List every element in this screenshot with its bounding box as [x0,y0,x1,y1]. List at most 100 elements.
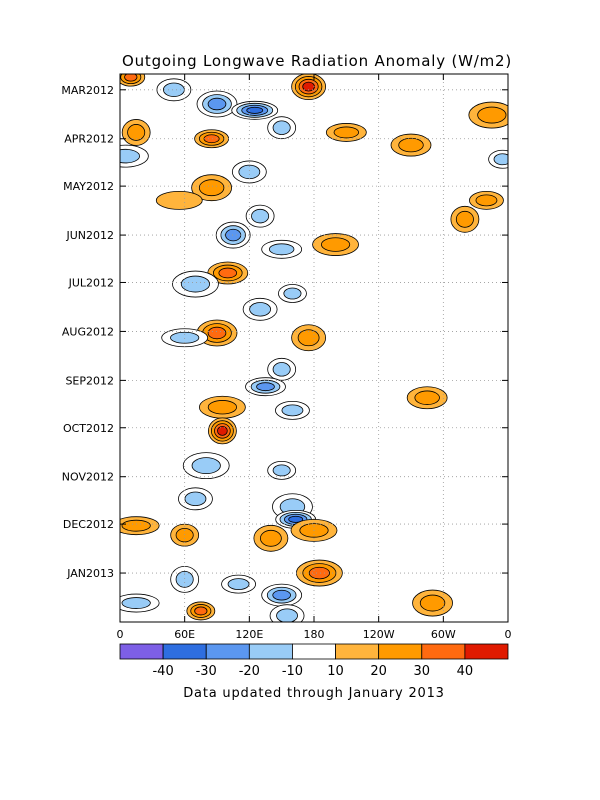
contour-level [259,529,282,547]
contour-level [272,362,291,377]
contour-level [297,329,320,347]
y-tick-label: MAY2012 [63,180,114,193]
y-tick-label: MAR2012 [61,84,114,97]
negative-anomaly-contour [231,100,279,120]
positive-anomaly-contour [450,205,480,233]
colorbar-swatch [205,643,250,660]
positive-anomaly-contour [291,74,327,101]
contour-level [281,404,304,417]
positive-anomaly-contour [186,601,216,621]
contour-level [175,570,194,588]
negative-anomaly-contour [172,270,219,298]
colorbar-swatch [162,643,207,660]
contour-level [302,81,315,92]
colorbar-label: 10 [327,664,344,679]
colorbar-label: -30 [196,664,217,679]
contour-level [238,164,261,180]
data-updated-footer: Data updated through January 2013 [183,686,444,701]
contour-level [419,594,446,612]
contour-level [455,210,474,228]
contour-level [127,124,146,141]
contour-level [155,190,203,210]
positive-anomaly-contour [207,261,249,285]
colorbar-label: 30 [414,664,431,679]
plot-area [119,73,509,623]
contour-level [207,400,237,415]
negative-anomaly-contour [120,144,149,168]
negative-anomaly-contour [196,90,238,118]
negative-anomaly-contour [278,284,307,303]
colorbar-swatch [248,643,293,660]
contour-level [124,74,138,82]
negative-anomaly-contour [245,204,275,228]
contour-level [249,302,272,317]
contour-level [175,527,194,543]
contour-level [121,519,151,532]
negative-anomaly-contour [156,78,192,102]
colorbar-label: 40 [457,664,474,679]
contour-level [184,491,207,507]
positive-anomaly-contour [469,190,504,210]
contour-level [256,382,275,392]
y-tick-label: APR2012 [64,133,114,146]
colorbar-swatch [421,643,466,660]
contour-level [333,126,360,139]
contour-level [320,237,351,252]
contour-level [207,97,227,111]
negative-anomaly-contour [221,574,256,594]
contour-level [288,515,304,523]
colorbar-label: -20 [239,664,260,679]
contour-level [120,148,140,164]
positive-anomaly-contour [194,129,230,149]
contour-level [180,275,211,293]
contour-level [170,331,200,344]
negative-anomaly-contour [231,160,267,184]
negative-anomaly-contour [245,377,286,397]
contour-level [121,597,151,609]
colorbar: -40 -30 -20 -10 10 20 30 40 [119,643,509,679]
x-tick-label: 0 [505,628,512,641]
contour-level [475,194,498,207]
colorbar-swatch [378,643,423,660]
positive-anomaly-contour [196,319,238,347]
positive-anomaly-contour [155,190,203,210]
chart-title: Outgoing Longwave Radiation Anomaly (W/m… [122,52,512,70]
anomaly-contours [120,74,508,622]
negative-anomaly-contour [267,357,297,381]
positive-anomaly-contour [253,524,289,552]
grid [120,74,508,622]
positive-anomaly-contour [406,386,448,410]
contour-level [218,267,238,279]
positive-anomaly-contour [291,324,327,352]
colorbar-swatch [292,643,336,660]
negative-anomaly-contour [267,116,297,140]
contour-level [493,153,508,166]
contour-level [207,326,227,340]
negative-anomaly-contour [488,149,508,169]
contour-level [283,287,302,300]
positive-anomaly-contour [121,119,151,146]
contour-level [251,208,270,224]
contour-level [272,589,291,601]
x-tick-label: 120E [235,628,263,641]
contour-level [268,243,295,256]
colorbar-label: -40 [152,664,173,679]
y-tick-label: AUG2012 [62,325,114,338]
contour-level [246,106,264,114]
contour-level [227,578,250,590]
contour-level [225,228,242,242]
colorbar-label: -10 [282,664,303,679]
x-tick-label: 0 [117,628,124,641]
colorbar-swatch [335,643,380,660]
y-tick-label: OCT2012 [63,422,114,435]
negative-anomaly-contour [269,604,305,622]
negative-anomaly-contour [242,297,278,321]
positive-anomaly-contour [120,516,160,536]
contour-level [162,82,185,97]
y-axis: MAR2012 APR2012 MAY2012 JUN2012 JUL2012 AUG20… [61,84,508,580]
y-tick-label: JUL2012 [68,276,114,289]
negative-anomaly-contour [261,583,303,607]
contour-level [198,179,225,197]
contour-level [477,106,507,124]
x-axis: 0 60E 120E 180 120W 60W 0 [117,74,512,641]
